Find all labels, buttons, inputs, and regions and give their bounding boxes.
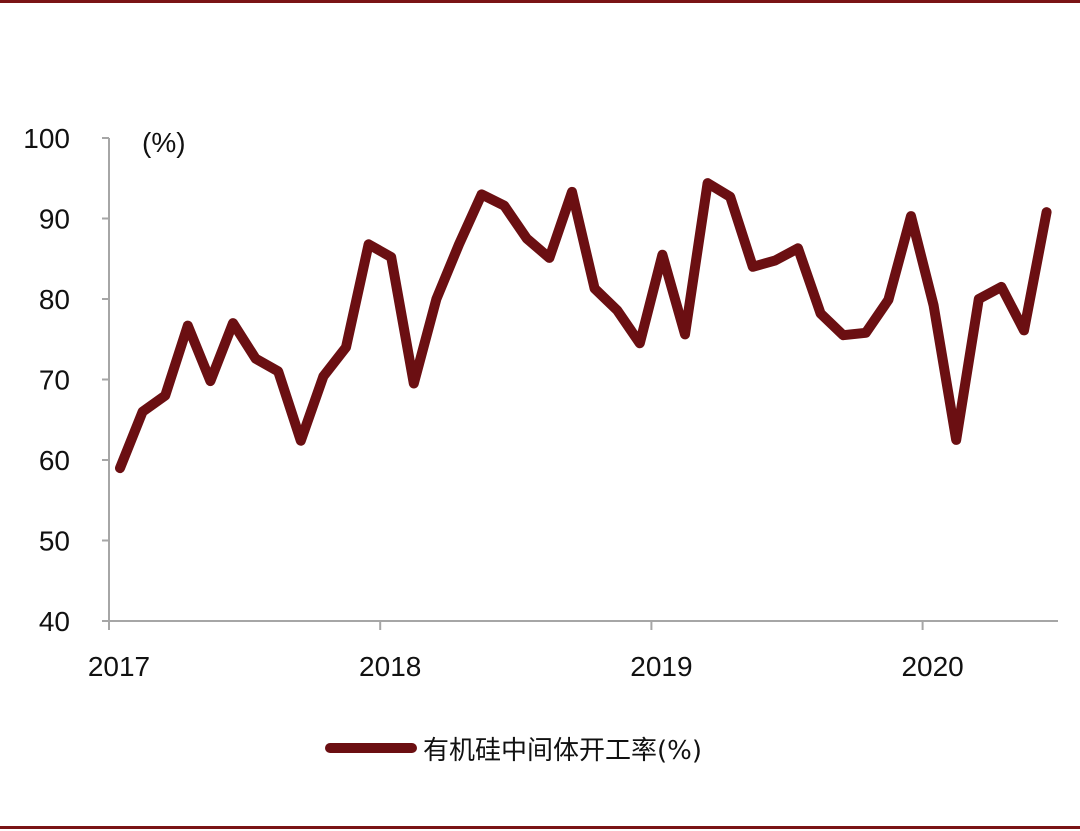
y-tick-label: 90 xyxy=(39,204,70,235)
x-tick-label: 2019 xyxy=(630,651,692,682)
x-tick-label: 2020 xyxy=(901,651,963,682)
top-border-rule xyxy=(0,0,1080,3)
legend-label: 有机硅中间体开工率(%) xyxy=(423,735,702,766)
y-tick-label: 50 xyxy=(39,526,70,557)
series-line xyxy=(115,178,1052,474)
legend-swatch xyxy=(325,743,417,753)
y-tick-label: 100 xyxy=(23,123,70,154)
chart-axes: 40 50 60 70 80 90 100 2017 2018 2019 2020 xyxy=(23,123,1058,682)
y-tick-label: 40 xyxy=(39,606,70,637)
y-tick-label: 60 xyxy=(39,445,70,476)
bottom-border-rule xyxy=(0,826,1080,829)
y-tick-label: 80 xyxy=(39,284,70,315)
y-unit-label: (%) xyxy=(142,127,186,158)
x-tick-label: 2018 xyxy=(359,651,421,682)
y-tick-label: 70 xyxy=(39,365,70,396)
legend: 有机硅中间体开工率(%) xyxy=(325,726,702,770)
line-chart: 40 50 60 70 80 90 100 2017 2018 2019 2020 (%) xyxy=(23,123,1058,682)
chart-marks xyxy=(115,178,1052,474)
x-tick-label: 2017 xyxy=(88,651,150,682)
